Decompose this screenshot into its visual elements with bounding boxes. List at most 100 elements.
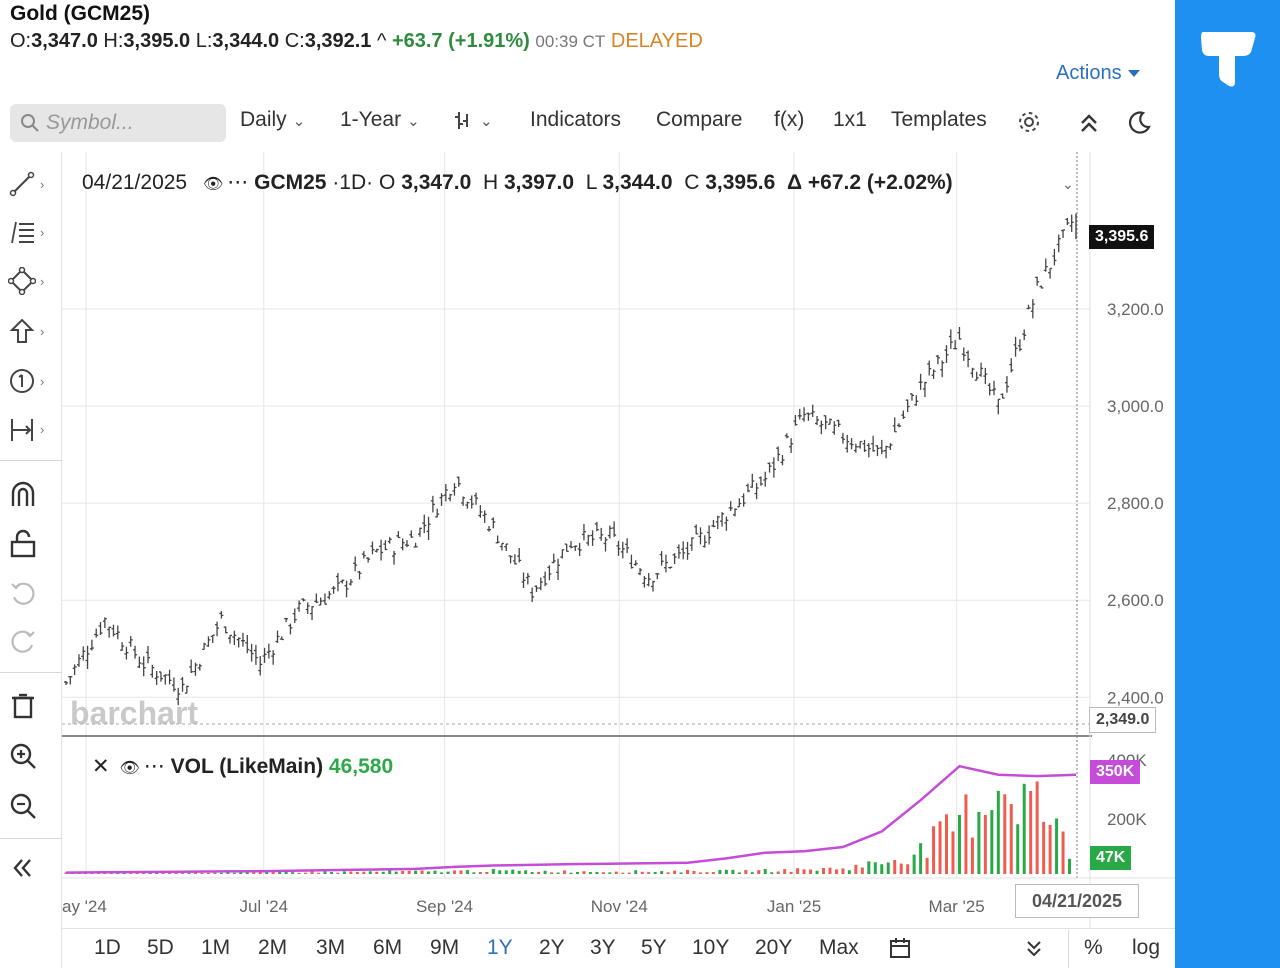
measure-tool[interactable]: › [8,411,56,447]
volume-bar [427,871,431,874]
delete-drawings-button[interactable] [8,688,56,724]
range-button-1d[interactable]: 1D [94,936,121,959]
legend-delta: Δ +67.2 (+2.02%) [786,171,953,194]
time-tick-label: Nov '24 [591,897,648,916]
open-value: 3,347.0 [31,30,98,52]
fibonacci-icon [11,221,34,244]
percent-scale-button[interactable]: % [1084,936,1103,959]
undo-button[interactable] [8,576,56,612]
volume-axis-tick-200k: 200K [1107,810,1147,829]
legend-period: ·1D· [332,171,374,194]
arrow-up-icon [9,318,35,343]
more-icon[interactable]: ⋯ [143,755,165,778]
range-button-2y[interactable]: 2Y [539,936,565,959]
interval-label: Daily [240,108,287,131]
volume-bar [647,872,651,874]
lock-tool[interactable] [8,526,56,562]
volume-bar [297,872,301,874]
range-button-5y[interactable]: 5Y [641,936,667,959]
volume-bar [407,870,411,874]
close-icon[interactable]: ✕ [92,755,110,778]
range-button-9m[interactable]: 9M [430,936,460,959]
volume-name: VOL (LikeMain) [170,755,324,778]
price-bars [64,213,1077,706]
indicators-button[interactable]: Indicators [530,108,622,131]
range-button-2m[interactable]: 2M [258,936,288,959]
volume-bar [213,872,217,874]
volume-bar [187,872,191,874]
volume-bar [433,870,437,874]
volume-bar [310,871,314,874]
eye-icon[interactable]: 👁 [202,176,224,193]
shape-tool[interactable]: › [8,263,56,299]
eye-icon[interactable]: 👁 [119,760,140,777]
legend-close-label: C [684,171,700,194]
actions-menu[interactable]: Actions [1056,62,1140,85]
range-button-6m[interactable]: 6M [373,936,403,959]
line-tool[interactable]: › [8,166,56,202]
range-button-5d[interactable]: 5D [147,936,174,959]
range-button-10y[interactable]: 10Y [692,936,730,959]
date-picker-button[interactable] [888,936,912,966]
unlock-icon [10,529,36,558]
range-button-3y[interactable]: 3Y [590,936,616,959]
fib-tool[interactable]: › [8,214,56,250]
range-button-1m[interactable]: 1M [201,936,231,959]
range-label: 1-Year [340,108,402,131]
more-icon[interactable]: ⋯ [227,171,249,194]
volume-bar [847,870,851,874]
low-line-tag: 2,349.0 [1089,707,1157,733]
double-chevron-left-icon [13,859,31,877]
range-button-20y[interactable]: 20Y [755,936,793,959]
volume-bar [938,821,942,874]
magnet-tool[interactable] [8,476,56,512]
volume-bar [873,862,877,874]
magnet-icon [11,481,35,506]
chevron-right-icon: › [40,224,45,240]
dark-mode-toggle[interactable] [1126,110,1152,142]
layout-button[interactable]: 1x1 [833,108,867,131]
templates-button[interactable]: Templates [891,108,987,131]
range-button-1y[interactable]: 1Y [487,936,513,959]
redo-button[interactable] [8,624,56,660]
fx-button[interactable]: f(x) [774,108,805,131]
toolbar-divider [0,838,62,839]
volume-bar [698,872,702,874]
polygon-icon [8,267,36,295]
zoom-out-button[interactable] [8,788,56,824]
volume-bar [459,870,463,874]
interval-dropdown[interactable]: Daily ⌄ [240,108,305,132]
collapse-toolbar-button[interactable] [1078,112,1100,140]
volume-bar [1022,783,1026,874]
change-value: +63.7 (+1.91%) [391,30,530,52]
annotation-tool[interactable]: › [8,363,56,399]
volume-bar [491,868,495,874]
volume-bar [1061,831,1065,874]
range-dropdown[interactable]: 1-Year ⌄ [340,108,420,132]
chart-type-dropdown[interactable]: ⌄ [452,108,493,132]
legend-symbol: GCM25 [254,171,327,194]
compare-button[interactable]: Compare [656,108,743,131]
price-chart[interactable]: barchart 2,400.0 2,600.0 2,800.0 3,000.0 3,2… [62,152,1175,928]
settings-button[interactable] [1017,110,1041,140]
volume-bar [219,872,223,874]
symbol-search[interactable] [10,104,226,142]
ohlc-bars-icon [455,112,468,130]
double-chevron-up-icon [1081,114,1097,132]
range-button-3m[interactable]: 3M [316,936,346,959]
last-price-tag: 3,395.6 [1089,225,1155,249]
volume-bar [226,872,230,874]
arrow-tool[interactable]: › [8,313,56,349]
volume-bar [957,814,961,874]
symbol-search-input[interactable] [46,111,216,135]
legend-collapse-icon[interactable]: ⌄ [1062,176,1074,192]
volume-bar [375,871,379,874]
up-arrow-icon: ^ [377,30,387,52]
volume-bar [530,872,534,874]
log-scale-button[interactable]: log [1132,936,1161,959]
zoom-in-button[interactable] [8,738,56,774]
collapse-sidebar-button[interactable] [8,850,56,886]
expand-bottom-button[interactable] [1024,938,1044,964]
volume-bar [271,871,275,874]
range-button-max[interactable]: Max [819,936,859,959]
